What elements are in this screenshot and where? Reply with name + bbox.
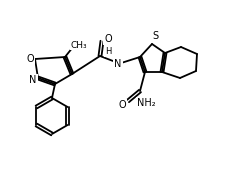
Text: NH₂: NH₂ (137, 98, 155, 108)
Text: N: N (29, 75, 37, 85)
Text: S: S (152, 31, 158, 41)
Text: CH₃: CH₃ (71, 41, 87, 49)
Text: O: O (104, 34, 112, 44)
Text: H: H (105, 48, 111, 56)
Text: N: N (114, 59, 122, 69)
Text: O: O (118, 100, 126, 110)
Text: O: O (26, 54, 34, 64)
